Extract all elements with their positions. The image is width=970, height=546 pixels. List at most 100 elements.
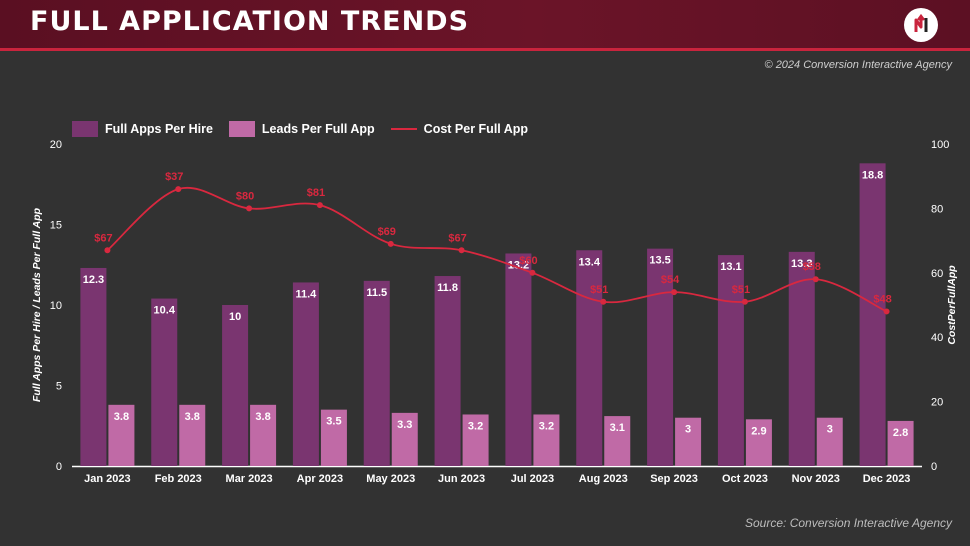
y2-tick-label: 40 <box>931 332 943 344</box>
cost-label: $67 <box>448 232 466 244</box>
cost-label: $37 <box>165 171 183 183</box>
x-tick-label: May 2023 <box>366 473 415 485</box>
cost-point <box>387 240 394 247</box>
bar-full-apps <box>859 163 886 466</box>
x-tick-label: Jun 2023 <box>438 473 485 485</box>
cost-point <box>246 205 253 212</box>
bar-label-leads: 2.9 <box>751 425 766 437</box>
bar-leads <box>179 404 206 466</box>
bar-full-apps <box>80 267 107 466</box>
bar-label-leads: 3.8 <box>185 411 200 423</box>
x-tick-label: Feb 2023 <box>155 473 202 485</box>
bar-full-apps <box>576 250 603 466</box>
legend-swatch-leads <box>228 121 255 137</box>
bar-label-full-apps: 13.2 <box>508 259 529 271</box>
x-tick-label: Dec 2023 <box>863 473 911 485</box>
cost-label: $48 <box>873 293 891 305</box>
bar-label-full-apps: 13.4 <box>579 256 601 268</box>
legend-swatch-full-apps <box>72 121 98 137</box>
bar-label-full-apps: 18.8 <box>862 169 883 181</box>
cost-point <box>458 247 465 254</box>
bar-label-leads: 3.3 <box>397 419 412 431</box>
bar-full-apps <box>434 276 461 466</box>
cost-label: $67 <box>94 232 112 244</box>
legend-label-cost: Cost Per Full App <box>423 122 529 136</box>
bar-label-leads: 3.2 <box>468 420 483 432</box>
legend-label-leads: Leads Per Full App <box>261 122 375 136</box>
y-tick-label: 0 <box>56 461 62 473</box>
cost-point <box>600 298 607 305</box>
y2-tick-label: 0 <box>931 461 937 473</box>
bar-leads <box>250 404 277 466</box>
bar-label-leads: 3.2 <box>539 420 554 432</box>
bar-full-apps <box>292 282 319 466</box>
bar-leads <box>391 412 418 466</box>
cost-label: $81 <box>307 187 325 199</box>
cost-label: $80 <box>236 190 254 202</box>
bar-leads <box>675 417 702 466</box>
x-tick-label: Oct 2023 <box>722 473 768 485</box>
bar-leads <box>816 417 843 466</box>
bar-full-apps <box>151 298 178 466</box>
bar-full-apps <box>788 251 815 466</box>
bar-label-leads: 3.8 <box>255 411 270 423</box>
cost-point <box>812 276 819 283</box>
bar-label-full-apps: 10 <box>229 311 241 323</box>
bar-label-full-apps: 13.1 <box>720 261 741 273</box>
bar-leads <box>533 414 560 466</box>
x-tick-label: Sep 2023 <box>650 473 698 485</box>
bar-leads <box>320 409 347 466</box>
y2-tick-label: 20 <box>931 397 943 409</box>
cost-label: $54 <box>661 274 680 286</box>
y2-tick-label: 60 <box>931 268 943 280</box>
x-tick-label: Mar 2023 <box>226 473 273 485</box>
bar-full-apps <box>647 248 674 466</box>
legend-item-leads: Leads Per Full App <box>228 121 375 137</box>
bar-leads <box>745 419 772 466</box>
legend-item-full-apps: Full Apps Per Hire <box>72 121 213 137</box>
cost-label: $69 <box>378 226 396 238</box>
bar-label-leads: 2.8 <box>893 427 908 439</box>
bar-label-leads: 3.5 <box>326 416 341 428</box>
cost-line <box>106 186 887 313</box>
bar-full-apps <box>717 255 744 466</box>
y-tick-label: 20 <box>50 139 62 151</box>
bar-label-full-apps: 11.5 <box>366 287 387 299</box>
x-tick-label: Aug 2023 <box>579 473 628 485</box>
y2-tick-label: 80 <box>931 203 943 215</box>
bar-full-apps <box>363 280 390 466</box>
bar-label-leads: 3 <box>827 424 833 436</box>
bar-label-leads: 3.1 <box>610 422 625 434</box>
y2-tick-label: 100 <box>931 139 949 151</box>
bar-label-leads: 3.8 <box>114 411 129 423</box>
bar-full-apps <box>505 253 532 466</box>
cost-point <box>104 247 111 254</box>
legend-swatch-cost <box>390 128 417 130</box>
bar-label-full-apps: 10.4 <box>154 305 176 317</box>
cost-label: $51 <box>732 284 750 296</box>
page-title: FULL APPLICATION TRENDS <box>30 6 470 37</box>
source-text: Source: Conversion Interactive Agency <box>745 516 952 530</box>
x-tick-label: Nov 2023 <box>792 473 840 485</box>
cost-label: $60 <box>519 255 537 267</box>
cost-point <box>671 289 678 296</box>
y-tick-label: 5 <box>56 381 62 393</box>
x-tick-label: Jul 2023 <box>511 473 554 485</box>
bar-label-full-apps: 12.3 <box>83 274 104 286</box>
y-axis-title: Full Apps Per Hire / Leads Per Full App <box>31 207 43 402</box>
cost-point <box>883 308 890 315</box>
bar-leads <box>462 414 489 466</box>
cost-label: $58 <box>803 261 821 273</box>
bar-leads <box>887 420 914 466</box>
y-tick-label: 10 <box>50 300 62 312</box>
bar-label-full-apps: 11.8 <box>437 282 458 294</box>
cost-point <box>529 269 536 276</box>
bar-full-apps <box>222 305 249 466</box>
cost-point <box>175 186 182 193</box>
bar-label-full-apps: 11.4 <box>296 288 318 300</box>
bar-leads <box>108 404 135 466</box>
bar-label-full-apps: 13.3 <box>791 258 812 270</box>
cost-point <box>741 298 748 305</box>
chart-legend: Full Apps Per Hire Leads Per Full App Co… <box>72 121 544 137</box>
